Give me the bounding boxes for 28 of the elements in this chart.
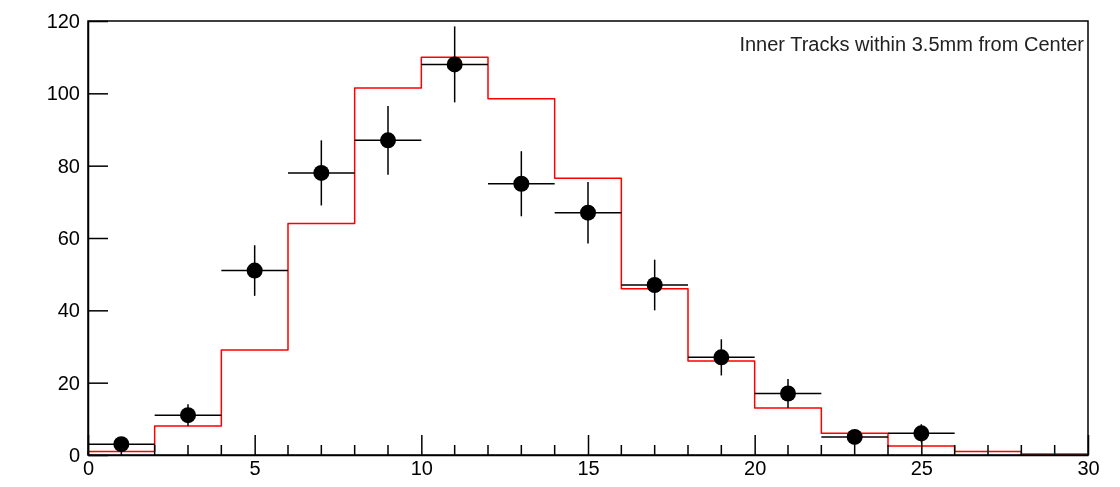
annotation: Inner Tracks within 3.5mm from Center: [739, 33, 1085, 55]
x-tick-label: 0: [82, 457, 95, 480]
y-tick-label: 20: [57, 371, 80, 394]
point: [646, 277, 663, 294]
point: [780, 385, 796, 402]
y-tick-label: 0: [68, 443, 80, 466]
point: [446, 56, 463, 73]
x-tick-label: 5: [249, 457, 261, 480]
x-tick-label: 25: [910, 457, 933, 480]
point: [180, 407, 196, 424]
point: [513, 175, 530, 192]
x-tick-label: 10: [410, 457, 433, 480]
x-tick-label: 30: [1077, 457, 1100, 480]
y-tick-label: 100: [46, 82, 80, 105]
point: [313, 164, 330, 181]
point: [113, 436, 130, 453]
point: [580, 204, 596, 221]
x-tick-label: 20: [744, 457, 767, 480]
y-tick-label: 40: [57, 299, 80, 322]
point: [713, 349, 730, 366]
point: [246, 262, 263, 279]
y-tick-label: 80: [57, 154, 80, 177]
point: [380, 132, 396, 149]
y-tick-label: 60: [57, 226, 80, 249]
point: [913, 425, 930, 442]
y-tick-label: 120: [46, 9, 80, 32]
point: [846, 428, 863, 445]
x-tick-label: 15: [577, 457, 600, 480]
